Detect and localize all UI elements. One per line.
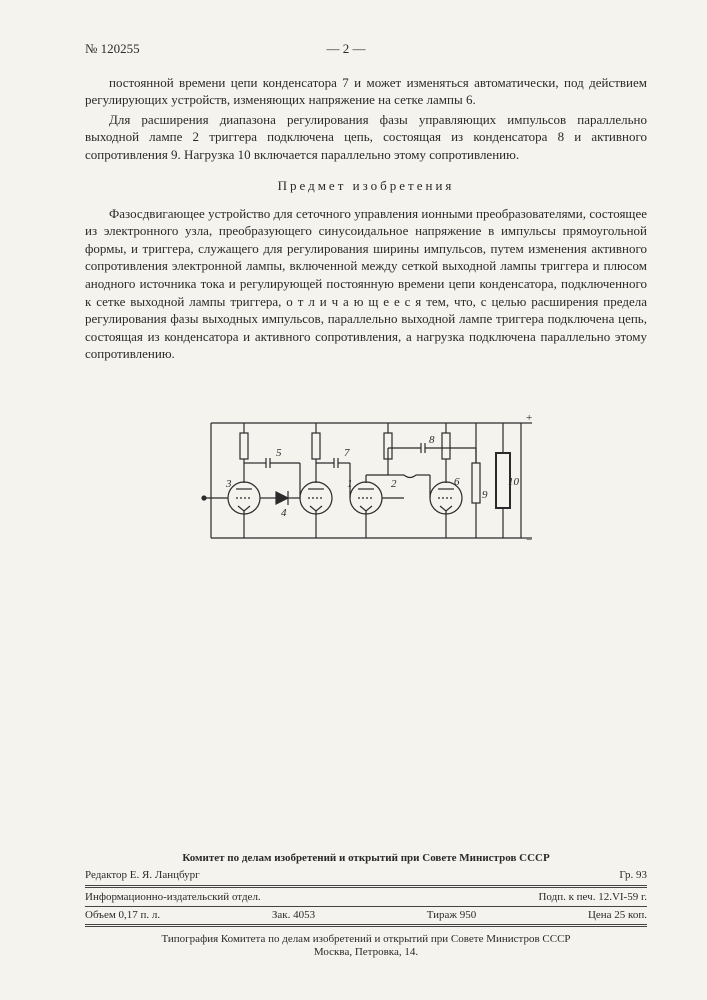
circuit-svg: 1 2 3 4 5 6 7 8 9 10 + − [196, 403, 536, 558]
label-10: 10 [508, 476, 520, 488]
price: Цена 25 коп. [588, 908, 647, 923]
circuit-diagram: 1 2 3 4 5 6 7 8 9 10 + − [85, 403, 647, 563]
tirazh: Тираж 950 [427, 908, 477, 923]
doc-number: № 120255 [85, 40, 259, 58]
label-9: 9 [482, 489, 488, 501]
address-block: Типография Комитета по делам изобретений… [85, 933, 647, 961]
volume: Объем 0,17 п. л. [85, 908, 160, 923]
label-4: 4 [281, 507, 287, 519]
committee-line: Комитет по делам изобретений и открытий … [85, 851, 647, 866]
department: Информационно-издательский отдел. [85, 890, 261, 905]
editor: Редактор Е. Я. Ланцбург [85, 868, 200, 883]
zak-number: Зак. 4053 [272, 908, 315, 923]
label-3: 3 [225, 478, 232, 490]
divider-2 [85, 926, 647, 927]
address-line-2: Москва, Петровка, 14. [85, 946, 647, 960]
paragraph-2: Для расширения диапазона регулирования ф… [85, 111, 647, 164]
minus-sign: − [526, 534, 532, 546]
page-number: — 2 — [259, 40, 433, 58]
paragraph-1: постоянной времени цепи конденсатора 7 и… [85, 74, 647, 109]
label-2: 2 [391, 478, 397, 490]
label-7: 7 [344, 447, 350, 459]
divider-1 [85, 887, 647, 888]
address-line-1: Типография Комитета по делам изобретений… [85, 933, 647, 947]
plus-sign: + [526, 412, 532, 424]
label-8: 8 [429, 434, 435, 446]
group-code: Гр. 93 [619, 868, 647, 883]
paragraph-3: Фазосдвигающее устройство для сеточного … [85, 205, 647, 363]
label-5: 5 [276, 447, 282, 459]
page-header: № 120255 — 2 — [85, 40, 647, 58]
sign-date: Подп. к печ. 12.VI-59 г. [538, 890, 647, 905]
label-1: 1 [347, 478, 353, 490]
section-title: Предмет изобретения [85, 177, 647, 195]
label-6: 6 [454, 476, 460, 488]
footer: Комитет по делам изобретений и открытий … [85, 851, 647, 960]
